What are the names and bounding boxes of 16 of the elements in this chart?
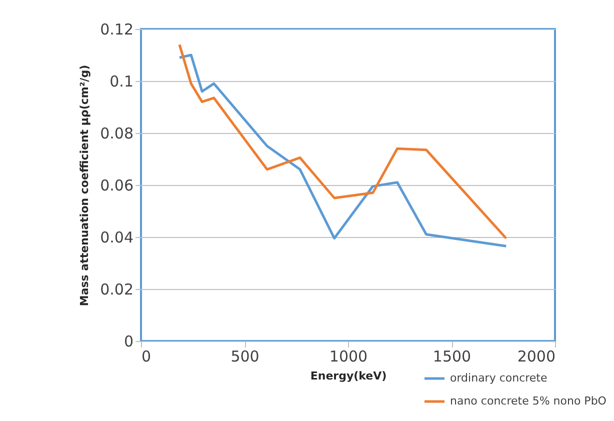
x-tick-label: 1500 <box>432 348 472 366</box>
x-tick-label: 0 <box>142 348 152 366</box>
x-tick-label: 1000 <box>329 348 368 366</box>
y-tick-label: 0.02 <box>100 280 134 298</box>
x-tick-label: 2000 <box>517 348 556 366</box>
legend-label: ordinary concrete <box>450 372 548 384</box>
y-tick-label: 0.04 <box>100 228 134 246</box>
x-axis-title: Energy(keV) <box>310 370 387 382</box>
y-tick-label: 0.06 <box>100 176 134 194</box>
y-axis-title: Mass attenuation coefficient μρ(cm²/g) <box>78 64 92 306</box>
y-tick-label: 0.08 <box>100 124 134 142</box>
legend-label: nano concrete 5% nono PbO <box>450 394 607 408</box>
y-tick-label: 0.12 <box>100 20 134 38</box>
y-tick-label: 0 <box>124 332 134 350</box>
x-tick-label: 500 <box>230 348 260 366</box>
y-tick-label: 0.1 <box>110 72 134 90</box>
